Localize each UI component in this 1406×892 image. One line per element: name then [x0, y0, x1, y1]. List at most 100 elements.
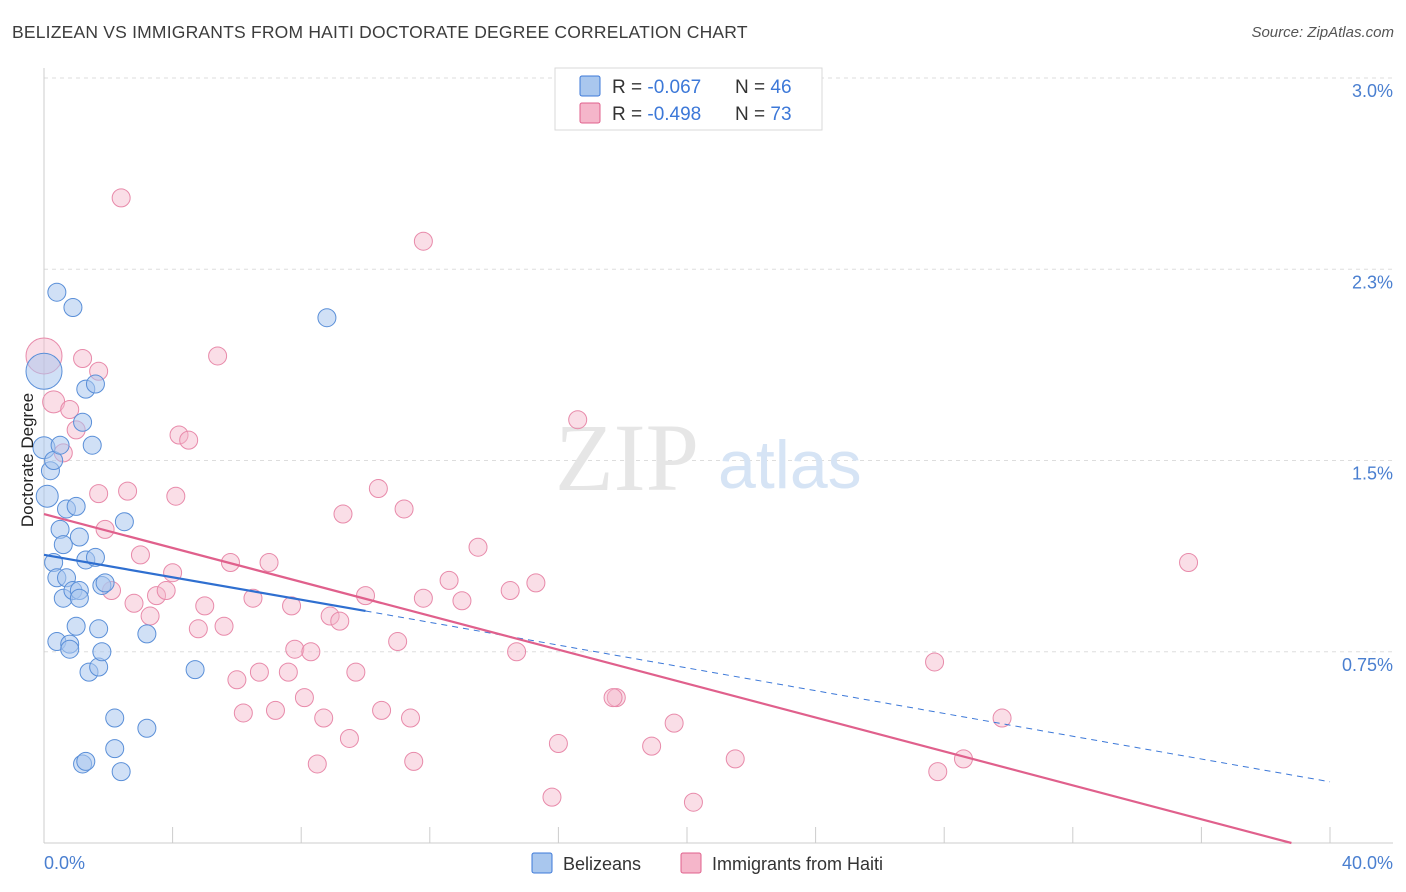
haiti-point	[568, 410, 588, 430]
haiti-point	[188, 619, 208, 639]
haiti-point	[124, 593, 144, 613]
haiti-point	[468, 537, 488, 557]
haiti-point	[214, 616, 234, 636]
belizean-point	[73, 412, 93, 432]
bottom-legend-label-pink: Immigrants from Haiti	[712, 854, 883, 874]
haiti-point	[928, 762, 948, 782]
haiti-point	[642, 736, 662, 756]
haiti-point	[339, 728, 359, 748]
haiti-point	[278, 662, 298, 682]
haiti-point	[73, 349, 93, 368]
belizean-point	[76, 751, 96, 771]
legend-r-label-pink: R =	[612, 104, 647, 125]
legend-r-value-pink: -0.498	[647, 104, 701, 125]
legend-r-label-blue: R =	[612, 77, 647, 98]
belizean-point	[82, 435, 102, 455]
haiti-point	[179, 430, 199, 450]
haiti-point	[282, 596, 302, 616]
haiti-point	[285, 639, 305, 659]
legend-row-pink: R = -0.498 N = 73	[612, 104, 792, 125]
series-haiti-points	[25, 188, 1199, 812]
legend-box: R = -0.067 N = 46 R = -0.498 N = 73	[554, 67, 823, 131]
haiti-point	[404, 751, 424, 771]
belizean-point	[85, 547, 105, 567]
belizean-point	[60, 639, 80, 659]
haiti-point	[664, 713, 684, 733]
haiti-point	[208, 346, 228, 366]
haiti-point	[243, 588, 263, 608]
haiti-point	[548, 734, 568, 754]
bottom-legend-label-blue: Belizeans	[563, 854, 641, 874]
haiti-point	[265, 700, 285, 720]
haiti-point	[301, 642, 321, 662]
belizean-point	[53, 535, 73, 555]
legend-swatch-blue	[579, 75, 601, 97]
haiti-point	[346, 662, 366, 682]
haiti-point	[683, 792, 703, 812]
haiti-point	[320, 606, 340, 626]
haiti-point	[401, 708, 421, 728]
haiti-point	[130, 545, 150, 565]
haiti-point	[439, 570, 459, 590]
haiti-point	[413, 588, 433, 608]
source-label: Source: ZipAtlas.com	[1251, 24, 1394, 41]
y-tick-label: 0.75%	[1342, 655, 1393, 675]
belizean-trend-line	[43, 553, 366, 613]
belizean-point	[66, 496, 86, 516]
legend-row-blue: R = -0.067 N = 46	[612, 77, 792, 98]
watermark-atlas: atlas	[718, 427, 862, 503]
haiti-point	[259, 553, 279, 572]
y-tick-labels: 0.75% 1.5% 2.3% 3.0%	[1342, 81, 1393, 675]
series-belizeans-points	[25, 282, 337, 782]
legend-swatch-pink	[579, 102, 601, 124]
y-tick-label: 2.3%	[1352, 272, 1393, 292]
haiti-point	[140, 606, 160, 626]
y-tick-label: 3.0%	[1352, 81, 1393, 101]
haiti-point	[452, 591, 472, 611]
y-axis-label: Doctorate Degree	[18, 393, 37, 527]
haiti-point	[368, 479, 388, 499]
haiti-point	[725, 749, 745, 769]
belizean-point	[95, 573, 115, 593]
haiti-point	[227, 670, 247, 690]
haiti-point	[195, 596, 215, 616]
haiti-point	[542, 787, 562, 807]
legend-n-label-pink: N =	[735, 104, 770, 125]
haiti-point	[294, 688, 314, 708]
haiti-point	[356, 586, 375, 606]
belizean-point	[50, 435, 70, 455]
haiti-point	[89, 484, 109, 504]
haiti-point	[526, 573, 546, 593]
belizean-point	[137, 718, 157, 738]
haiti-point	[169, 425, 189, 445]
haiti-point	[372, 700, 392, 720]
haiti-point	[500, 581, 520, 601]
legend-r-value-blue: -0.067	[647, 77, 701, 98]
bottom-legend: Belizeans Immigrants from Haiti	[531, 852, 883, 874]
belizean-point	[185, 660, 205, 680]
belizean-point	[137, 624, 157, 644]
belizean-point	[111, 762, 131, 782]
belizean-point	[105, 708, 125, 728]
belizean-point	[25, 352, 63, 390]
haiti-point	[925, 652, 945, 672]
x-tick-min: 0.0%	[44, 853, 85, 873]
haiti-point	[233, 703, 253, 723]
haiti-point	[603, 688, 623, 708]
legend-n-value-blue: 46	[770, 77, 791, 98]
x-tick-max: 40.0%	[1342, 853, 1393, 873]
belizean-point	[35, 484, 59, 508]
belizean-point	[89, 619, 109, 639]
watermark-zip: ZIP	[555, 404, 699, 511]
bottom-legend-swatch-blue	[531, 852, 553, 874]
haiti-point	[507, 642, 527, 662]
trend-lines	[43, 512, 1331, 845]
belizean-point	[92, 642, 112, 662]
haiti-point	[388, 632, 408, 652]
belizean-point	[114, 512, 134, 532]
belizean-point	[63, 298, 83, 317]
haiti-point	[166, 486, 186, 506]
belizean-point	[50, 519, 70, 539]
